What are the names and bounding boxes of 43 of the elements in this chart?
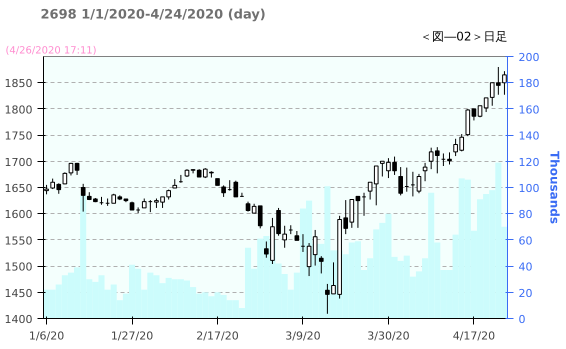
x-tick-label: 1/27/20 [110,330,154,342]
y2-tick-label: 100 [518,182,540,195]
y2-tick-label: 160 [518,103,540,116]
y2-tick-label: 120 [518,156,540,169]
y-tick-label: 1450 [4,286,33,300]
annotation: (4/26/2020 17:11) [6,46,97,56]
y-tick-label: 1800 [4,103,33,116]
candlestick [416,173,422,194]
y-tick-label: 1600 [4,208,33,222]
candlestick [294,230,300,241]
candlestick [233,180,238,198]
y2-tick-label: 80 [518,208,532,222]
y2-axis-title: Thousands [547,150,562,224]
x-tick-label: 3/30/20 [367,330,410,342]
y2-tick-label: 20 [518,286,532,300]
y-tick-label: 1400 [4,313,33,326]
y2-tick-label: 140 [518,130,540,143]
y-tick-label: 1550 [4,234,33,248]
y2-tick-label: 60 [518,234,532,248]
candlestick [422,162,428,182]
x-tick-label: 3/9/20 [285,330,321,342]
x-tick-label: 1/6/20 [28,330,64,342]
y2-tick-label: 200 [518,51,540,64]
x-tick-label: 2/17/20 [196,330,239,342]
candlestick [62,172,68,185]
candlestick [318,256,324,274]
x-tick-label: 4/17/20 [452,330,496,342]
candlestick [282,225,287,248]
candlestick [447,152,452,165]
candlestick [398,166,403,196]
y-tick-label: 1500 [4,260,33,274]
candlestick [80,183,86,212]
y2-tick-label: 0 [518,313,526,326]
y2-tick-label: 40 [518,260,532,274]
text: ＜図―02＞日足 [420,30,508,44]
candlestick [221,184,226,198]
y-tick-label: 1650 [4,182,33,195]
y-tick-label: 1850 [4,77,33,90]
y-tick-label: 1750 [4,130,33,143]
y2-tick-label: 180 [518,77,540,90]
candlestick [142,198,147,208]
y-tick-label: 1700 [4,156,33,169]
chart-title: 2698 1/1/2020-4/24/2020 (day) [40,8,266,22]
